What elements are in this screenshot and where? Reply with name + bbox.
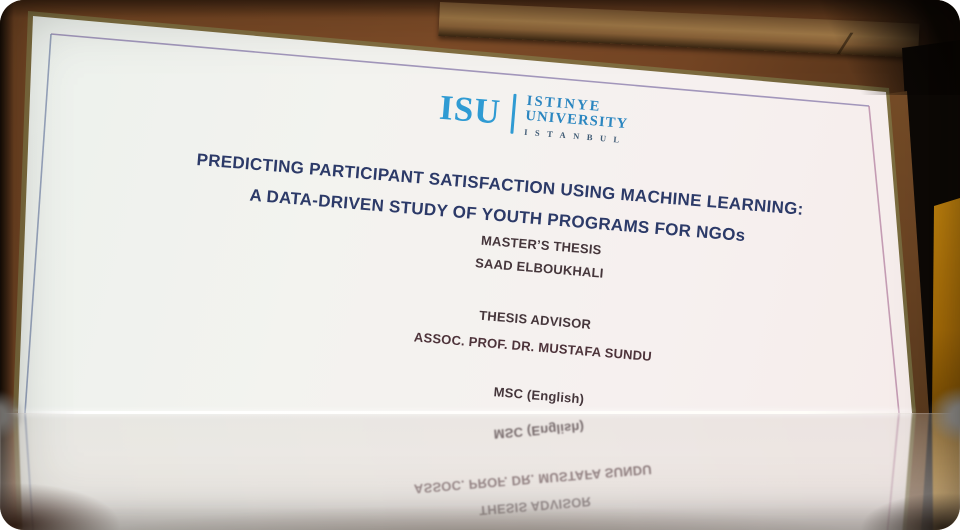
isu-logo-abbr: ISU: [437, 87, 503, 132]
left-shadow-edge: [0, 0, 14, 413]
top-right-shadow: [800, 0, 960, 95]
table-reflection: ISU ISTINYE UNIVERSITY ISTANBUL PREDICTI…: [0, 413, 960, 530]
background-horizon-right: [928, 386, 960, 444]
reflection-dark-corners: [0, 413, 960, 530]
lit-wall-panel: [932, 198, 960, 413]
table-edge-highlight: [12, 411, 912, 414]
projection-scene: ISU ISTINYE UNIVERSITY ISTANBUL PREDICTI…: [0, 0, 960, 413]
background-horizon-left: [0, 390, 24, 440]
logo-divider-bar: [509, 93, 517, 134]
projector-screen: ISU ISTINYE UNIVERSITY ISTANBUL PREDICTI…: [18, 16, 912, 413]
slide-page-border: [24, 33, 900, 413]
logo-wordmark: ISTINYE UNIVERSITY ISTANBUL: [524, 92, 630, 144]
